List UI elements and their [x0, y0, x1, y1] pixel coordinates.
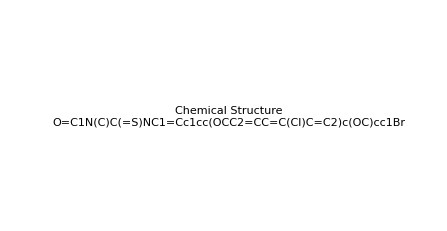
Text: Chemical Structure
O=C1N(C)C(=S)NC1=Cc1cc(OCC2=CC=C(Cl)C=C2)c(OC)cc1Br: Chemical Structure O=C1N(C)C(=S)NC1=Cc1c… — [53, 106, 405, 128]
